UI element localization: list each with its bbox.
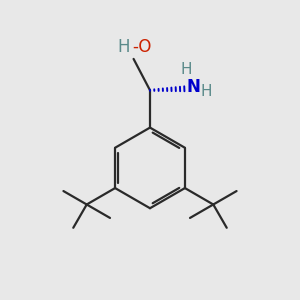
Text: N: N [187,78,201,96]
Text: H: H [118,38,130,56]
Text: H: H [181,62,193,77]
Text: -O: -O [132,38,152,56]
Text: H: H [201,84,212,99]
